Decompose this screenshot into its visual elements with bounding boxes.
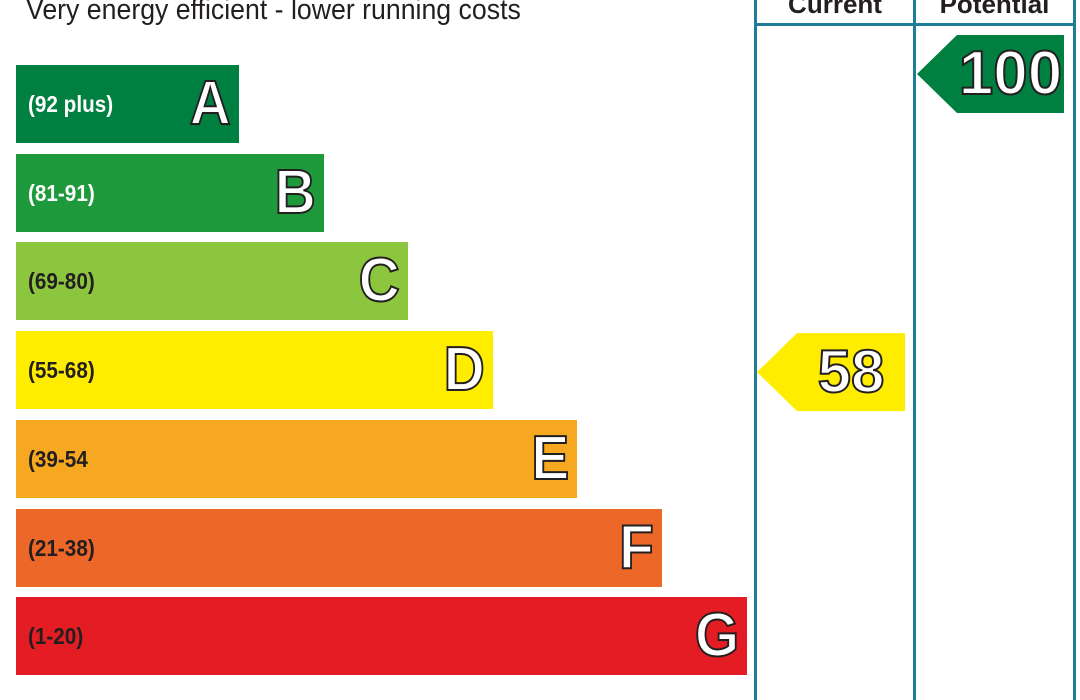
band-f-range: (21-38) — [28, 534, 95, 561]
top-note: Very energy efficient - lower running co… — [26, 0, 521, 26]
band-a: (92 plus) A — [16, 65, 239, 143]
band-e: (39-54 E — [16, 419, 577, 498]
potential-column-header: Potential — [939, 0, 1050, 19]
band-d: (55-68) D — [16, 331, 493, 410]
band-e-range: (39-54 — [28, 445, 88, 472]
band-b: (81-91) B — [16, 153, 324, 232]
band-f: (21-38) F — [16, 508, 662, 587]
current-rating-value: 58 — [817, 337, 886, 406]
potential-column-right-border — [1073, 0, 1076, 700]
band-c-letter: C — [358, 245, 401, 316]
potential-rating-value: 100 — [958, 38, 1063, 109]
current-column-header: Current — [788, 0, 882, 19]
band-a-range: (92 plus) — [28, 91, 114, 117]
column-header-divider — [754, 23, 1076, 26]
band-f-letter: F — [618, 512, 655, 583]
band-g: (1-20) G — [16, 597, 747, 676]
current-column-right-border — [913, 0, 916, 700]
band-b-range: (81-91) — [28, 179, 95, 206]
current-rating-arrow-shape — [757, 333, 905, 412]
band-g-letter: G — [694, 600, 740, 671]
band-d-range: (55-68) — [28, 357, 95, 384]
band-e-letter: E — [530, 423, 570, 494]
band-c-range: (69-80) — [28, 268, 95, 295]
band-g-range: (1-20) — [28, 623, 84, 650]
current-column-left-border — [754, 0, 757, 700]
band-d-letter: D — [443, 334, 486, 405]
potential-rating-arrow-shape — [917, 35, 1064, 113]
band-c: (69-80) C — [16, 242, 408, 321]
band-b-letter: B — [274, 157, 317, 228]
band-a-letter: A — [189, 68, 232, 139]
